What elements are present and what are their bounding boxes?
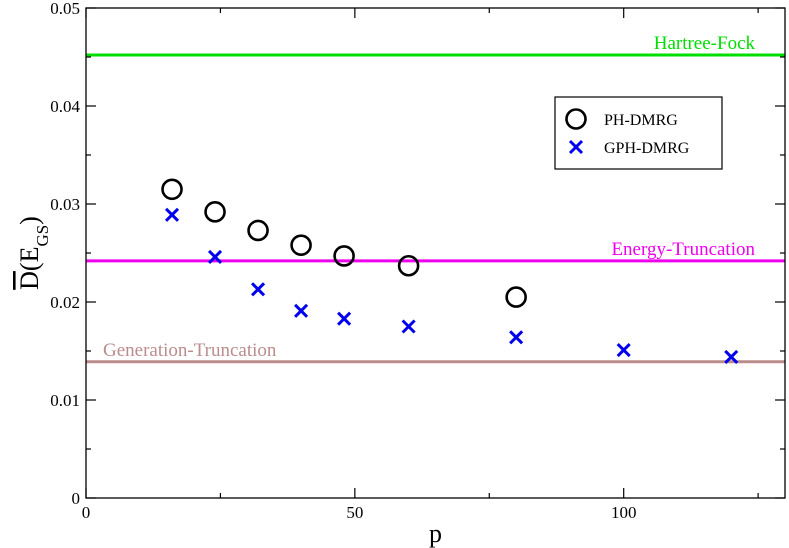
- y-axis-label-subscript: GS: [33, 225, 52, 247]
- reference-line-label-3: Generation-Truncation: [103, 340, 277, 361]
- y-tick-label: 0.04: [50, 97, 80, 116]
- reference-line-label-2: Energy-Truncation: [611, 239, 755, 260]
- y-axis-label-main: D: [15, 271, 44, 290]
- data-point-ph-dmrg: [204, 201, 226, 223]
- data-point-gph-dmrg: [337, 311, 352, 326]
- y-tick-label: 0.01: [50, 391, 80, 410]
- data-point-gph-dmrg: [509, 330, 524, 345]
- y-axis-label: D(EGS): [15, 216, 52, 290]
- data-point-gph-dmrg: [164, 207, 180, 222]
- y-tick-label: 0.05: [50, 0, 80, 18]
- legend-label-gph-dmrg: GPH-DMRG: [604, 140, 690, 157]
- data-point-ph-dmrg: [333, 245, 355, 267]
- x-tick-label: 50: [346, 503, 363, 522]
- data-point-ph-dmrg: [161, 178, 183, 201]
- y-axis-ticks: 0 0.01 0.02 0.03 0.04 0.05: [50, 0, 785, 508]
- data-point-ph-dmrg: [290, 234, 312, 256]
- data-marks: [161, 178, 739, 364]
- x-axis-label: p: [429, 519, 442, 548]
- data-point-ph-dmrg: [247, 219, 269, 242]
- data-point-gph-dmrg: [207, 249, 223, 264]
- y-tick-label: 0.03: [50, 195, 80, 214]
- data-point-gph-dmrg: [401, 319, 416, 334]
- reference-lines: Hartree-Fock Energy-Truncation Generation-…: [86, 33, 785, 364]
- x-axis-ticks: 0 50 100: [82, 8, 759, 522]
- x-tick-label: 0: [82, 503, 91, 522]
- data-point-gph-dmrg: [724, 349, 739, 364]
- svg-text:D(EGS): D(EGS): [15, 216, 52, 290]
- data-point-ph-dmrg: [397, 254, 420, 277]
- plot-frame: [85, 7, 786, 499]
- data-point-ph-dmrg: [505, 286, 527, 308]
- reference-line-label-1: Hartree-Fock: [654, 33, 756, 54]
- x-tick-label: 100: [611, 503, 637, 522]
- y-axis-label-close: ): [15, 216, 44, 225]
- legend-marker-ph-dmrg: [565, 108, 587, 130]
- data-point-gph-dmrg: [294, 303, 309, 318]
- legend: PH-DMRG GPH-DMRG: [554, 96, 723, 170]
- legend-box: [554, 96, 723, 170]
- y-axis-label-open: (E: [15, 247, 44, 272]
- data-point-gph-dmrg: [251, 282, 266, 297]
- legend-marker-gph-dmrg: [568, 139, 584, 155]
- y-tick-label: 0.02: [50, 293, 80, 312]
- y-tick-label: 0: [72, 489, 81, 508]
- legend-label-ph-dmrg: PH-DMRG: [604, 112, 678, 129]
- data-point-gph-dmrg: [616, 342, 631, 358]
